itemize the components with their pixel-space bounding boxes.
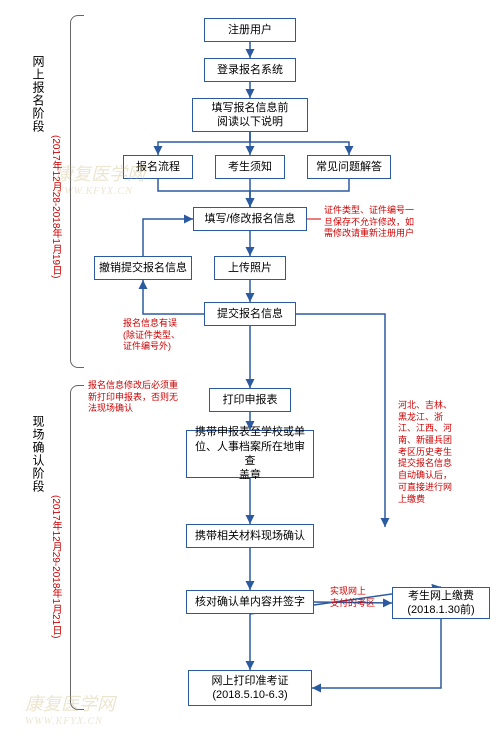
flow-node-n4b: 考生须知	[215, 155, 285, 179]
flow-node-n5: 填写/修改报名信息	[193, 207, 307, 231]
flow-node-n3: 填写报名信息前阅读以下说明	[192, 98, 308, 132]
annotation-a1: 证件类型、证件编号一旦保存不允许修改，如需修改请重新注册用户	[324, 205, 444, 240]
flow-node-n1: 注册用户	[204, 18, 296, 42]
flow-node-n14: 网上打印准考证(2018.5.10-6.3)	[188, 670, 312, 706]
phase-brace-p1	[70, 15, 84, 368]
annotation-a2: 报名信息有误(除证件类型、证件编号外)	[123, 318, 198, 353]
annotation-a5: 实现网上支付的考区	[330, 586, 388, 609]
flow-node-n10: 携带申报表至学校或单位、人事档案所在地审查盖章	[186, 430, 314, 478]
phase-date-p1: (2017年12月28-2018年1月19日)	[48, 135, 63, 278]
flow-node-n13: 考生网上缴费(2018.1.30前)	[392, 587, 490, 619]
flow-node-n11: 携带相关材料现场确认	[186, 524, 314, 548]
flow-node-n2: 登录报名系统	[204, 58, 296, 82]
flow-node-n4a: 报名流程	[123, 155, 193, 179]
flow-node-n6: 上传照片	[214, 256, 286, 280]
flow-node-n4c: 常见问题解答	[307, 155, 391, 179]
flow-node-n7: 撤销提交报名信息	[94, 256, 192, 280]
flow-node-n9: 打印申报表	[209, 388, 291, 412]
flow-node-n12: 核对确认单内容并签字	[186, 590, 314, 614]
flow-node-n8: 提交报名信息	[204, 302, 296, 326]
phase-label-p2: 现场确认阶段	[30, 415, 47, 493]
phase-label-p1: 网上报名阶段	[30, 55, 47, 133]
phase-date-p2: (2017年12月29-2018年1月21日)	[48, 495, 63, 638]
annotation-a3: 报名信息修改后必须重新打印申报表，否则无法现场确认	[88, 380, 198, 415]
phase-brace-p2	[70, 385, 84, 710]
annotation-a4: 河北、吉林、黑龙江、浙江、江西、河南、新疆兵团考区历史考生提交报名信息自动确认后…	[398, 400, 478, 505]
